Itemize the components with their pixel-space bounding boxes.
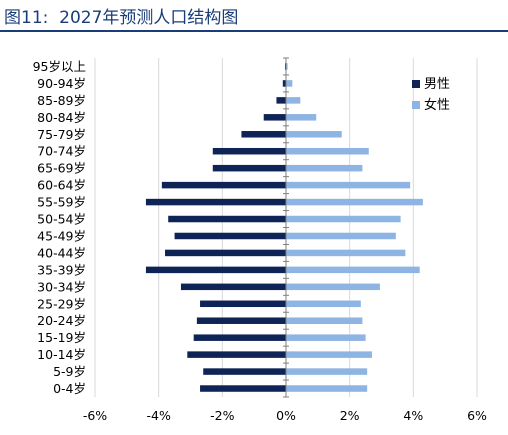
- chart-title: 图11: 2027年预测人口结构图: [4, 8, 239, 28]
- y-tick-label: 90-94岁: [37, 76, 86, 91]
- y-tick-label: 0-4岁: [53, 381, 86, 396]
- y-tick-label: 10-14岁: [37, 347, 86, 362]
- y-tick-label: 80-84岁: [37, 110, 86, 125]
- female-bar: [286, 385, 368, 392]
- y-tick-label: 60-64岁: [37, 178, 86, 193]
- female-bar: [286, 147, 369, 155]
- female-legend-swatch: [412, 101, 420, 109]
- female-bar: [286, 198, 423, 206]
- male-bar: [168, 215, 286, 223]
- female-bar: [286, 97, 301, 104]
- bars: [145, 63, 423, 392]
- x-tick-label: 4%: [403, 408, 423, 423]
- female-bar: [286, 114, 317, 121]
- center-axis: [283, 57, 289, 398]
- male-legend-label: 男性: [424, 77, 450, 92]
- y-tick-label: 25-29岁: [37, 296, 86, 311]
- grid-lines: [94, 58, 478, 397]
- male-bar: [276, 97, 286, 104]
- female-bar: [286, 215, 401, 223]
- y-tick-label: 45-49岁: [37, 228, 86, 243]
- figure-header: 图11: 2027年预测人口结构图: [0, 0, 508, 32]
- female-bar: [286, 317, 363, 324]
- female-bar: [286, 181, 411, 189]
- female-bar: [286, 266, 420, 274]
- male-bar: [241, 131, 286, 138]
- male-bar: [161, 181, 286, 189]
- female-bar: [286, 63, 288, 70]
- y-axis-labels: 0-4岁 5-9岁 10-14岁 15-19岁 20-24岁 25-29岁 30-34岁 35…: [33, 59, 86, 396]
- female-bar: [286, 351, 372, 358]
- male-bar: [187, 351, 286, 358]
- male-bar: [263, 114, 286, 121]
- y-tick-label: 75-79岁: [37, 127, 86, 142]
- y-tick-label: 35-39岁: [37, 262, 86, 277]
- y-tick-label: 30-34岁: [37, 279, 86, 294]
- y-tick-label: 95岁以上: [33, 59, 86, 74]
- y-tick-label: 65-69岁: [37, 161, 86, 176]
- female-bar: [286, 283, 380, 291]
- y-tick-label: 55-59岁: [37, 195, 86, 210]
- male-bar: [145, 266, 286, 274]
- male-bar: [196, 317, 286, 324]
- y-tick-label: 20-24岁: [37, 313, 86, 328]
- male-bar: [145, 198, 286, 206]
- female-bar: [286, 334, 366, 341]
- y-tick-label: 40-44岁: [37, 245, 86, 260]
- y-tick-label: 85-89岁: [37, 93, 86, 108]
- x-tick-label: 6%: [467, 408, 487, 423]
- male-bar: [212, 164, 286, 172]
- y-tick-label: 50-54岁: [37, 212, 86, 227]
- x-tick-label: 0%: [276, 408, 296, 423]
- female-bar: [286, 164, 363, 172]
- y-tick-label: 15-19岁: [37, 330, 86, 345]
- male-legend-swatch: [412, 80, 420, 88]
- male-bar: [193, 334, 286, 341]
- male-bar: [200, 300, 286, 308]
- male-bar: [165, 249, 286, 257]
- x-tick-label: -4%: [146, 408, 170, 423]
- male-bar: [174, 232, 286, 240]
- x-tick-label: -2%: [210, 408, 234, 423]
- y-tick-label: 5-9岁: [53, 364, 86, 379]
- male-bar: [203, 368, 286, 375]
- population-pyramid-chart: 0-4岁 5-9岁 10-14岁 15-19岁 20-24岁 25-29岁 30-34岁 35…: [33, 57, 487, 423]
- female-bar: [286, 249, 406, 257]
- male-bar: [212, 147, 286, 155]
- title-divider: [0, 30, 508, 32]
- female-bar: [286, 232, 396, 240]
- male-bar: [200, 385, 286, 392]
- female-bar: [286, 80, 293, 87]
- female-bar: [286, 368, 368, 375]
- female-legend-label: 女性: [424, 97, 450, 113]
- male-bar: [282, 80, 286, 87]
- male-bar: [180, 283, 286, 291]
- y-tick-label: 70-74岁: [37, 144, 86, 159]
- x-tick-label: 2%: [340, 408, 360, 423]
- female-bar: [286, 300, 361, 308]
- female-bar: [286, 131, 342, 138]
- x-axis-labels: -6% -4% -2% 0% 2% 4% 6%: [83, 408, 487, 423]
- x-tick-label: -6%: [83, 408, 107, 423]
